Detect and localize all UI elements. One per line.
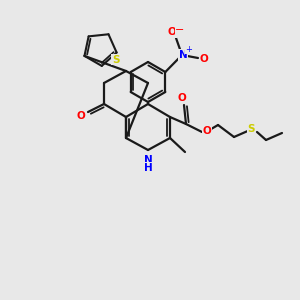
Text: N: N <box>178 50 188 60</box>
Text: H: H <box>144 163 152 173</box>
Text: O: O <box>168 27 176 37</box>
Text: S: S <box>112 55 119 64</box>
Text: O: O <box>200 54 208 64</box>
Text: O: O <box>178 93 186 103</box>
Text: S: S <box>247 124 255 134</box>
Text: −: − <box>175 25 185 35</box>
Text: +: + <box>186 44 192 53</box>
Text: O: O <box>202 126 211 136</box>
Text: O: O <box>76 111 85 121</box>
Text: N: N <box>144 155 152 165</box>
